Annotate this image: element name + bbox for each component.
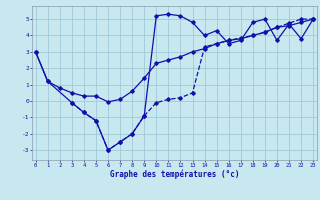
X-axis label: Graphe des températures (°c): Graphe des températures (°c) (110, 169, 239, 179)
